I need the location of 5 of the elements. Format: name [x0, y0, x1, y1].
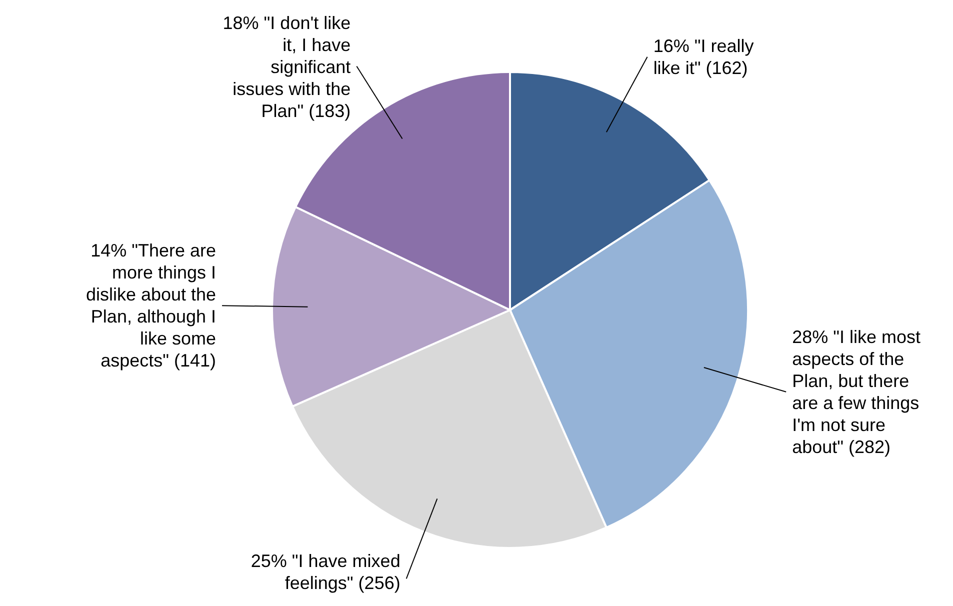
data-label: 18% "I don't like it, I have significant issues with the Plan" (183) — [222, 13, 351, 122]
data-label: 14% "There are more things I dislike about the Plan, although I like some aspects" (141) — [86, 240, 216, 371]
data-label: 16% "I really like it" (162) — [653, 36, 754, 78]
data-label: 28% "I like most aspects of the Plan, but there are a few things I'm not sure about" (282) — [792, 327, 921, 458]
data-label: 25% "I have mixed feelings" (256) — [250, 551, 400, 594]
